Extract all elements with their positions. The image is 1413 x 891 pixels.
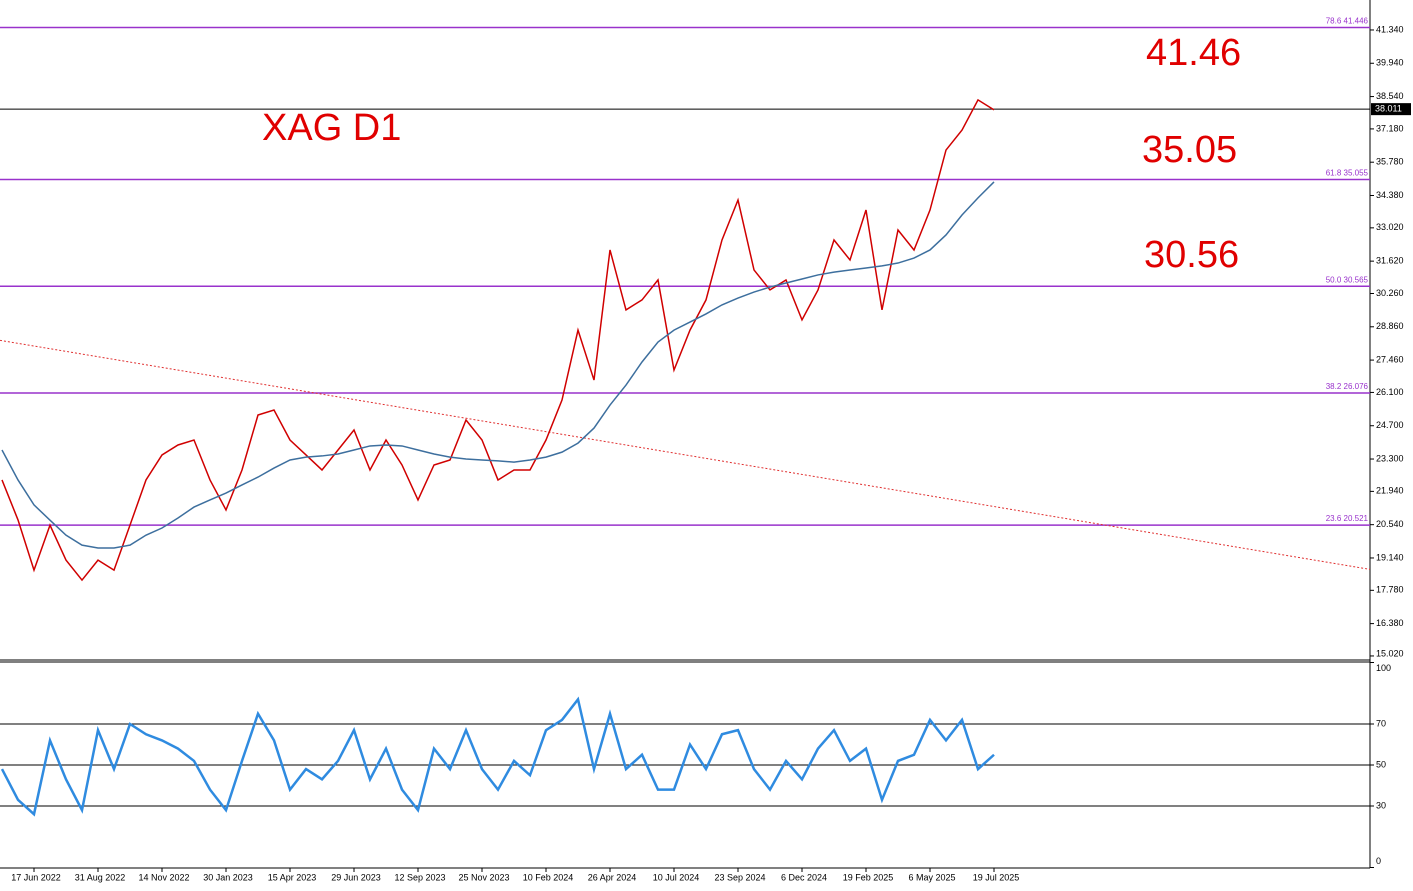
x-tick-label: 19 Jul 2025 [973, 872, 1020, 882]
data-line [1, 181, 995, 549]
y-tick-label: 37.180 [1376, 123, 1404, 133]
chart-title: XAG D1 [262, 107, 401, 149]
x-tick-label: 10 Jul 2024 [653, 872, 700, 882]
y-tick-label: 35.780 [1376, 157, 1404, 167]
y-tick-label: 70 [1376, 718, 1386, 728]
y-tick-label: 34.380 [1376, 190, 1404, 200]
x-tick-label: 31 Aug 2022 [75, 872, 126, 882]
y-tick-label: 30.260 [1376, 288, 1404, 298]
y-tick-label: 16.380 [1376, 618, 1404, 628]
fib-level-label: 61.8 35.055 [1326, 169, 1369, 178]
y-tick-label: 30 [1376, 800, 1386, 810]
y-tick-label: 0 [1376, 856, 1381, 866]
fib-level-label: 23.6 20.521 [1326, 514, 1369, 523]
current-price-box [1371, 103, 1411, 116]
data-line [1, 98, 995, 582]
y-tick-label: 31.620 [1376, 256, 1404, 266]
fib-level-label: 50.0 30.565 [1326, 275, 1369, 284]
y-tick-label: 27.460 [1376, 354, 1404, 364]
x-tick-label: 6 May 2025 [908, 872, 955, 882]
y-tick-label: 23.300 [1376, 453, 1404, 463]
x-tick-label: 17 Jun 2022 [11, 872, 61, 882]
data-line [0, 696, 995, 817]
annotation: 41.46 [1146, 32, 1241, 74]
y-tick-label: 33.020 [1376, 222, 1404, 232]
annotation: 30.56 [1144, 234, 1239, 276]
x-tick-label: 6 Dec 2024 [781, 872, 827, 882]
y-tick-label: 20.540 [1376, 519, 1404, 529]
x-tick-label: 12 Sep 2023 [394, 872, 445, 882]
y-tick-label: 38.540 [1376, 91, 1404, 101]
x-tick-label: 26 Apr 2024 [588, 872, 637, 882]
y-tick-label: 41.340 [1376, 24, 1404, 34]
x-tick-label: 29 Jun 2023 [331, 872, 381, 882]
y-tick-label: 50 [1376, 759, 1386, 769]
x-tick-label: 19 Feb 2025 [843, 872, 894, 882]
x-tick-label: 23 Sep 2024 [714, 872, 765, 882]
x-tick-label: 25 Nov 2023 [458, 872, 509, 882]
x-tick-label: 14 Nov 2022 [138, 872, 189, 882]
y-tick-label: 19.140 [1376, 552, 1404, 562]
y-tick-label: 24.700 [1376, 420, 1404, 430]
current-price-label: 38.011 [1375, 104, 1402, 114]
trendline [0, 339, 1371, 570]
x-tick-label: 30 Jan 2023 [203, 872, 253, 882]
y-tick-label: 17.780 [1376, 585, 1404, 595]
fib-level-label: 78.6 41.446 [1326, 17, 1369, 26]
y-tick-label: 28.860 [1376, 321, 1404, 331]
x-tick-label: 10 Feb 2024 [523, 872, 574, 882]
y-tick-label: 26.100 [1376, 387, 1404, 397]
annotation: 35.05 [1142, 129, 1237, 171]
y-tick-label: 39.940 [1376, 58, 1404, 68]
fib-level-label: 38.2 26.076 [1326, 382, 1369, 391]
y-tick-label: 15.020 [1376, 648, 1404, 658]
y-tick-label: 100 [1376, 663, 1391, 673]
x-tick-label: 15 Apr 2023 [268, 872, 317, 882]
y-tick-label: 21.940 [1376, 486, 1404, 496]
